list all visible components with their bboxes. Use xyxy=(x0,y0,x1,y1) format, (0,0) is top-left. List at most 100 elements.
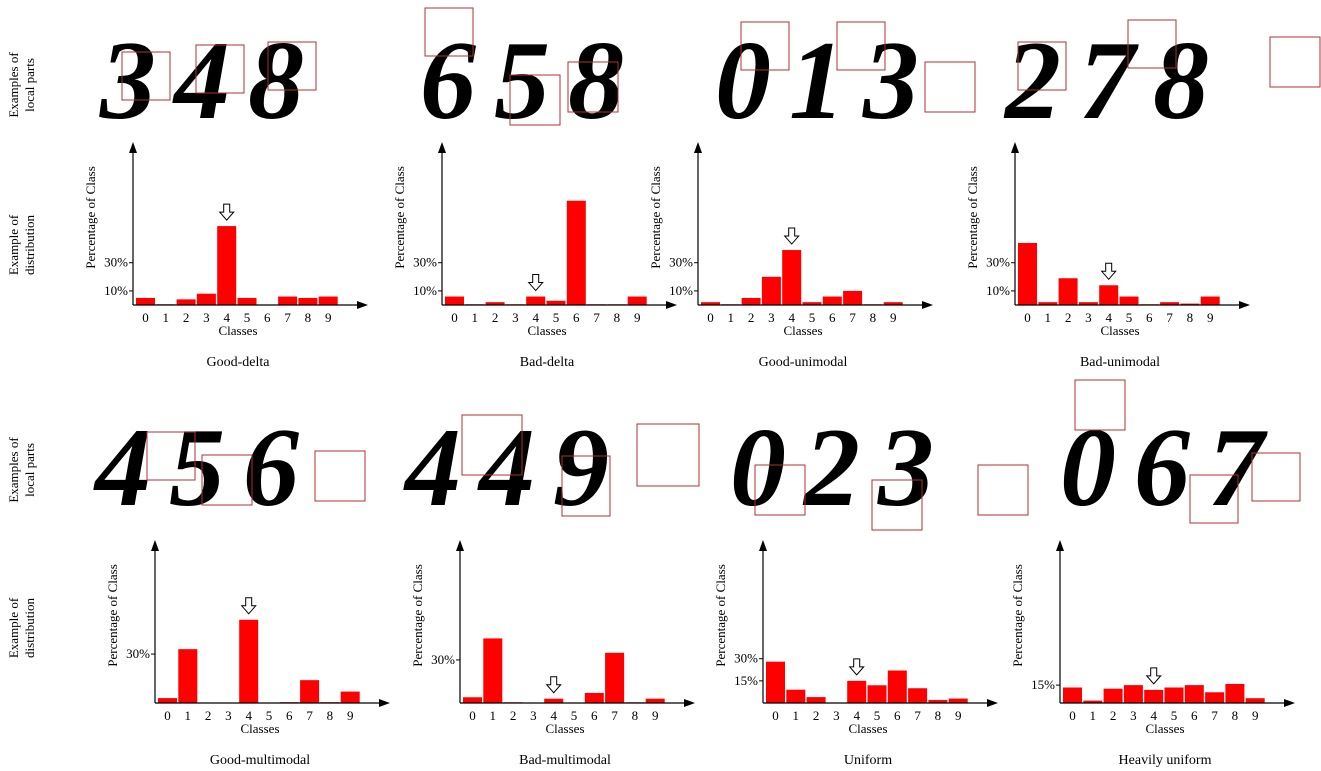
x-axis-label: Classes xyxy=(1146,721,1185,736)
row-label: Examples of xyxy=(6,437,21,503)
bar xyxy=(217,226,236,305)
x-tick-label: 0 xyxy=(1069,708,1076,723)
bar xyxy=(1063,688,1082,704)
x-tick-label: 1 xyxy=(472,310,479,325)
x-axis-label: Classes xyxy=(546,721,585,736)
x-tick-label: 6 xyxy=(1191,708,1198,723)
highlight-arrow xyxy=(1147,668,1161,684)
x-tick-label: 2 xyxy=(813,708,820,723)
x-tick-label: 9 xyxy=(347,708,354,723)
y-tick-label: 10% xyxy=(986,283,1010,298)
x-tick-label: 8 xyxy=(870,310,877,325)
bar xyxy=(158,698,177,703)
x-axis-label: Classes xyxy=(241,721,280,736)
y-tick-label: 30% xyxy=(126,646,150,661)
x-tick-label: 7 xyxy=(914,708,921,723)
x-axis-arrow xyxy=(357,301,368,309)
x-axis-label: Classes xyxy=(528,323,567,338)
chart-subtitle: Good-multimodal xyxy=(210,753,310,768)
bar xyxy=(1201,297,1220,305)
bar xyxy=(278,297,297,305)
y-axis-label: Percentage of Class xyxy=(965,166,980,269)
y-axis-label: Percentage of Class xyxy=(410,564,425,667)
bar xyxy=(298,298,317,305)
y-axis-arrow xyxy=(129,142,137,153)
chart-subtitle: Bad-multimodal xyxy=(519,753,611,768)
y-tick-label: 10% xyxy=(413,283,437,298)
x-tick-label: 2 xyxy=(183,310,190,325)
y-axis-label: Percentage of Class xyxy=(105,564,120,667)
chart-subtitle: Good-unimodal xyxy=(759,355,848,370)
bar xyxy=(628,297,647,305)
x-tick-label: 9 xyxy=(652,708,659,723)
x-tick-label: 0 xyxy=(469,708,476,723)
row-label: local parts xyxy=(22,58,37,112)
x-tick-label: 0 xyxy=(164,708,171,723)
x-tick-label: 8 xyxy=(1232,708,1239,723)
x-tick-label: 1 xyxy=(1045,310,1052,325)
highlight-arrow xyxy=(785,228,799,244)
highlight-arrow xyxy=(529,275,543,291)
x-tick-label: 3 xyxy=(512,310,519,325)
row-label: Example of xyxy=(6,214,21,275)
bar xyxy=(1018,243,1037,305)
bar xyxy=(605,653,624,703)
y-tick-label: 15% xyxy=(1031,677,1055,692)
x-tick-label: 1 xyxy=(728,310,735,325)
bar xyxy=(782,250,801,305)
bar xyxy=(823,297,842,305)
x-tick-label: 8 xyxy=(614,310,621,325)
x-axis-arrow xyxy=(684,699,695,707)
x-tick-label: 0 xyxy=(1024,310,1031,325)
bar xyxy=(1124,685,1143,703)
bar xyxy=(1104,689,1123,703)
x-tick-label: 7 xyxy=(284,310,291,325)
highlight-arrow xyxy=(220,204,234,220)
x-tick-label: 3 xyxy=(833,708,840,723)
bar xyxy=(908,688,927,703)
highlight-arrow xyxy=(850,659,864,675)
x-tick-label: 9 xyxy=(1207,310,1214,325)
x-axis-arrow xyxy=(1239,301,1250,309)
y-tick-label: 30% xyxy=(104,255,128,270)
bar xyxy=(1246,698,1265,703)
y-axis-arrow xyxy=(456,540,464,551)
bar xyxy=(178,649,197,703)
x-tick-label: 2 xyxy=(1065,310,1072,325)
local-part-box xyxy=(978,465,1028,515)
highlight-arrow xyxy=(242,598,256,614)
x-tick-label: 6 xyxy=(894,708,901,723)
x-tick-label: 6 xyxy=(573,310,580,325)
highlight-arrow xyxy=(1102,263,1116,279)
x-tick-label: 7 xyxy=(306,708,313,723)
x-axis-label: Classes xyxy=(784,323,823,338)
x-tick-label: 3 xyxy=(203,310,210,325)
y-axis-arrow xyxy=(759,540,767,551)
digit-sample: 278 xyxy=(1003,19,1227,143)
y-axis-arrow xyxy=(438,142,446,153)
bar xyxy=(547,301,566,305)
local-part-box xyxy=(315,451,365,501)
x-tick-label: 6 xyxy=(1146,310,1153,325)
row-label: Example of xyxy=(6,597,21,658)
bar xyxy=(585,693,604,703)
x-axis-arrow xyxy=(922,301,933,309)
x-tick-label: 9 xyxy=(1252,708,1259,723)
y-tick-label: 30% xyxy=(431,652,455,667)
digit-sample: 456 xyxy=(93,406,317,530)
chart-subtitle: Heavily uniform xyxy=(1119,753,1212,768)
y-tick-label: 10% xyxy=(104,283,128,298)
bar xyxy=(238,298,257,305)
bar xyxy=(136,298,155,305)
x-tick-label: 7 xyxy=(1166,310,1173,325)
bar xyxy=(341,692,360,703)
x-tick-label: 3 xyxy=(225,708,232,723)
bar xyxy=(445,297,464,305)
x-tick-label: 6 xyxy=(264,310,271,325)
figure: Examples of local parts Example of distr… xyxy=(0,0,1321,771)
highlight-arrow xyxy=(547,677,561,693)
x-tick-label: 9 xyxy=(325,310,332,325)
bar xyxy=(1059,278,1078,305)
chart-subtitle: Bad-unimodal xyxy=(1080,355,1160,370)
x-tick-label: 8 xyxy=(632,708,639,723)
